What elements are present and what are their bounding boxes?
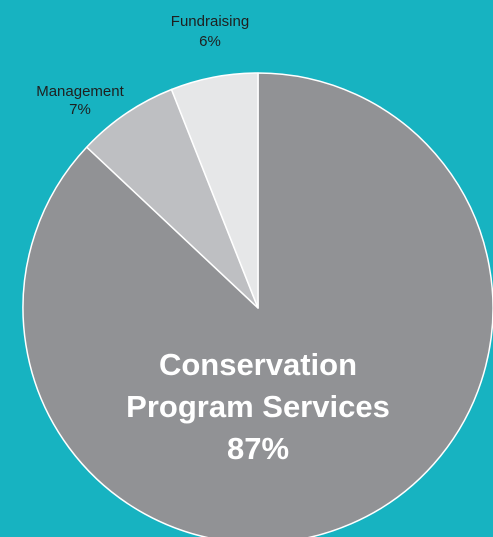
slice-name-label-conservation-program-services: Conservation [159, 347, 357, 382]
slice-value-label-fundraising: 6% [199, 33, 221, 50]
slice-value-label-management: 7% [69, 101, 91, 118]
pie-slice-fundraising [170, 72, 259, 309]
pie-slice-management [85, 88, 259, 309]
labels-layer: Conservation Program Services 87% Managemen… [36, 13, 390, 466]
slice-name-label-conservation-program-services: Program Services [126, 389, 390, 424]
slice-name-label-management: Management [36, 83, 124, 100]
slices-layer [22, 72, 493, 537]
slice-value-label-conservation-program-services: 87% [227, 431, 289, 466]
slice-name-label-fundraising: Fundraising [171, 13, 249, 30]
